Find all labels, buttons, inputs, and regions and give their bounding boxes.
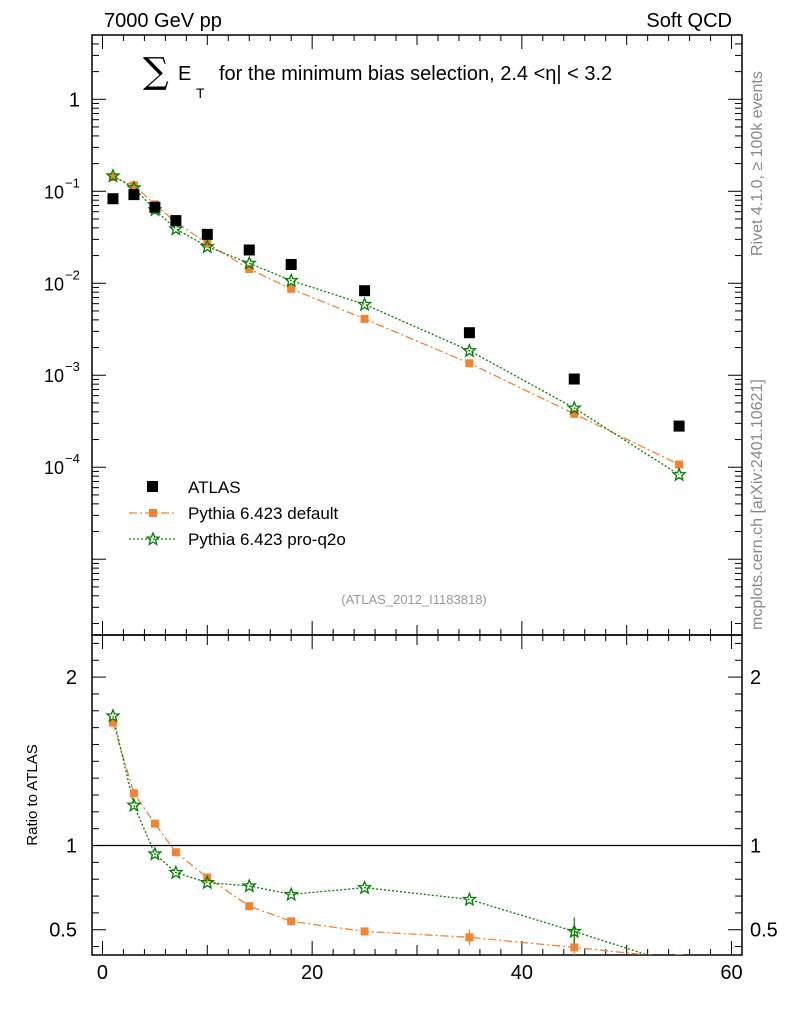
legend-entry-pythia-default: Pythia 6.423 default xyxy=(129,504,339,523)
ratio-point-pythia-default xyxy=(287,917,296,926)
ratio-point-pythia-default xyxy=(465,933,474,942)
analysis-id-watermark: (ATLAS_2012_I1183818) xyxy=(341,592,487,607)
point-pythia-default xyxy=(108,172,117,181)
y-tick-label-exponent: −3 xyxy=(65,359,80,374)
main-panel-data xyxy=(106,169,686,481)
ratio-line-pythia-default xyxy=(112,722,654,955)
ratio-point-pythia-default xyxy=(570,943,579,952)
y-tick-label: 10 −2 xyxy=(44,267,80,294)
y-tick-label: 1 xyxy=(69,89,80,111)
point-atlas xyxy=(285,258,297,270)
series-line-pythia-pro-q2o xyxy=(112,175,680,476)
point-atlas xyxy=(201,228,213,240)
header-right: Soft QCD xyxy=(646,10,732,32)
point-atlas xyxy=(568,373,580,385)
y-tick-label: 10 −4 xyxy=(44,451,80,478)
ratio-panel-frame xyxy=(91,634,743,956)
y-tick-label-exponent: −2 xyxy=(65,267,80,282)
ratio-point-pythia-default xyxy=(108,718,117,727)
y-tick-label-base: 10 xyxy=(44,182,64,202)
y-tick-label-base: 10 xyxy=(44,274,64,294)
ratio-panel-axes: 0 20 40 60 2 2 1 1 0.5 0.5 xyxy=(49,635,778,984)
ratio-ylabel: Ratio to ATLAS xyxy=(24,744,41,845)
point-atlas xyxy=(107,193,119,205)
main-panel-axes: 110−110−210−310−4 xyxy=(44,34,742,635)
y-tick-label-left: 1 xyxy=(66,836,77,858)
point-pythia-default xyxy=(570,409,579,418)
ratio-point-pythia-default xyxy=(129,789,138,798)
legend-entry-pythia-pro-q2o: Pythia 6.423 pro-q2o xyxy=(129,530,346,549)
point-pythia-default xyxy=(287,284,296,293)
ratio-point-pythia-default xyxy=(171,848,180,857)
point-atlas xyxy=(673,420,685,432)
legend-label-pythia-default: Pythia 6.423 default xyxy=(188,504,339,523)
legend-marker-atlas xyxy=(147,481,158,492)
legend-label-atlas: ATLAS xyxy=(188,478,241,497)
point-atlas xyxy=(170,215,182,227)
x-tick-label: 0 xyxy=(97,962,108,984)
rivet-version-text: Rivet 4.1.0, ≥ 100k events xyxy=(749,71,766,256)
ratio-line-pythia-pro-q2o xyxy=(112,715,650,955)
y-tick-label-left: 2 xyxy=(66,667,77,689)
y-tick-label-right: 0.5 xyxy=(750,920,778,942)
title-t-subscript: T xyxy=(196,85,205,101)
mcplots-source-text: mcplots.cern.ch [arXiv:2401.10621] xyxy=(749,379,766,630)
title-e: E xyxy=(178,63,191,85)
point-atlas xyxy=(359,285,371,297)
point-pythia-default xyxy=(675,460,684,469)
ratio-point-pythia-pro-q2o xyxy=(673,959,685,970)
point-atlas xyxy=(128,189,140,201)
x-tick-label: 60 xyxy=(720,962,742,984)
y-tick-label-exponent: −4 xyxy=(65,451,80,466)
ratio-point-pythia-pro-q2o xyxy=(242,879,256,892)
plot-title: ∑ E T for the minimum bias selection, 2.… xyxy=(143,51,612,101)
point-atlas xyxy=(463,327,475,339)
y-tick-label: 10 −3 xyxy=(44,359,80,386)
point-pythia-default xyxy=(465,359,474,368)
ratio-point-pythia-default xyxy=(360,927,369,936)
legend-marker-pythia-default xyxy=(149,509,157,517)
point-pythia-default xyxy=(203,239,212,248)
y-tick-label-exponent: −1 xyxy=(65,175,80,190)
point-pythia-default xyxy=(245,264,254,273)
y-tick-label: 10 −1 xyxy=(44,175,80,202)
y-tick-label-left: 0.5 xyxy=(49,920,77,942)
point-pythia-pro-q2o xyxy=(357,297,372,311)
legend-entry-atlas: ATLAS xyxy=(147,478,241,497)
ratio-point-pythia-default xyxy=(245,902,254,911)
ratio-point-pythia-pro-q2o xyxy=(106,709,120,722)
y-tick-label-right: 2 xyxy=(750,667,761,689)
ratio-point-pythia-default xyxy=(150,819,159,828)
point-pythia-default xyxy=(360,314,369,323)
ratio-point-pythia-pro-q2o xyxy=(284,887,298,901)
title-sigma: ∑ xyxy=(143,51,169,92)
y-tick-label-right: 1 xyxy=(750,836,761,858)
ratio-point-pythia-default xyxy=(675,954,684,955)
legend-label-pythia-pro-q2o: Pythia 6.423 pro-q2o xyxy=(188,530,346,549)
y-tick-label-base: 10 xyxy=(44,458,64,478)
ratio-panel-data xyxy=(106,709,685,970)
ratio-point-pythia-pro-q2o xyxy=(127,798,141,812)
title-text: for the minimum bias selection, 2.4 <η| … xyxy=(219,63,612,85)
point-atlas xyxy=(149,201,161,213)
point-pythia-default xyxy=(129,181,138,190)
x-tick-label: 20 xyxy=(301,962,323,984)
y-tick-label-base: 1 xyxy=(69,89,80,111)
y-tick-label-base: 10 xyxy=(44,366,64,386)
header-left: 7000 GeV pp xyxy=(104,10,222,32)
point-atlas xyxy=(243,244,255,256)
x-tick-label: 40 xyxy=(511,962,533,984)
legend: ATLAS Pythia 6.423 default Pythia 6.423 … xyxy=(129,478,346,549)
